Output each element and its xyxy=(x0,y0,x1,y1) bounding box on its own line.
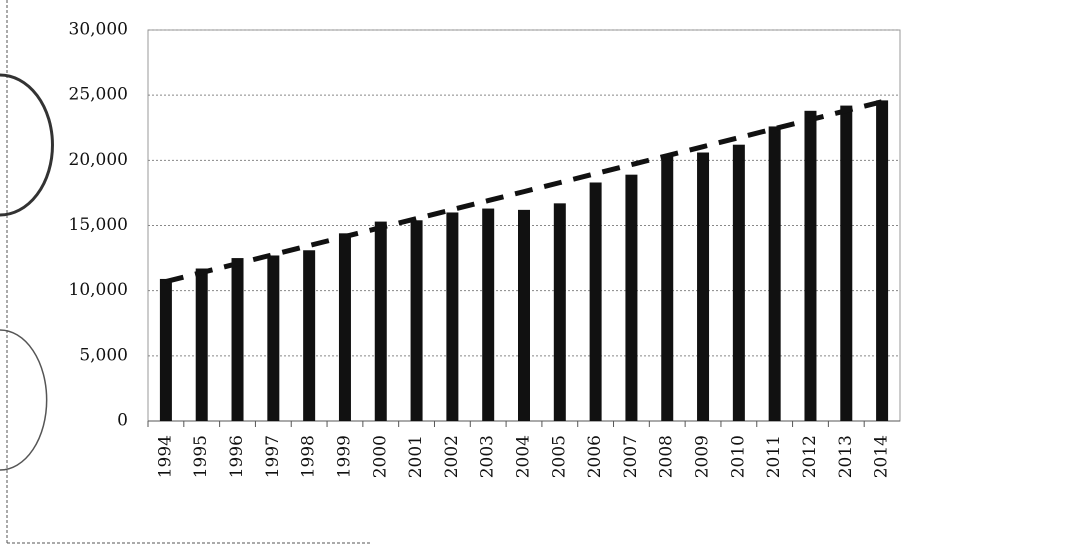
x-tick-label: 1996 xyxy=(227,435,247,478)
y-tick-label: 20,000 xyxy=(69,150,128,170)
bar xyxy=(553,203,566,421)
bar xyxy=(518,209,530,421)
stamp xyxy=(0,73,54,217)
bar xyxy=(697,152,710,421)
x-tick-label: 1997 xyxy=(263,435,283,478)
x-tick-label: 2000 xyxy=(370,435,390,478)
x-tick-label: 2006 xyxy=(585,435,605,478)
x-tick-label: 1994 xyxy=(155,435,175,478)
bar xyxy=(159,278,172,421)
x-tick-label: 2011 xyxy=(764,435,784,478)
bar xyxy=(732,144,745,421)
bar xyxy=(804,110,817,421)
x-tick-label: 1998 xyxy=(299,435,319,478)
x-tick-label: 2008 xyxy=(657,435,677,478)
x-tick-label: 2005 xyxy=(549,435,569,478)
y-tick-label: 5,000 xyxy=(79,345,128,365)
bar xyxy=(446,212,459,421)
x-tick-label: 1995 xyxy=(191,435,211,478)
x-tick-label: 2003 xyxy=(478,435,498,478)
x-tick-label: 2002 xyxy=(442,435,462,478)
bar xyxy=(768,126,781,422)
y-tick-label: 0 xyxy=(117,411,128,431)
x-tick-label: 2014 xyxy=(872,435,892,478)
y-tick-label: 30,000 xyxy=(69,20,128,40)
bar xyxy=(410,220,423,421)
x-tick-label: 2013 xyxy=(836,435,856,478)
bar xyxy=(303,250,316,421)
bar xyxy=(338,233,351,421)
bar xyxy=(876,100,889,421)
bar xyxy=(625,174,638,421)
y-tick-label: 15,000 xyxy=(69,215,128,235)
y-tick-label: 10,000 xyxy=(69,280,128,300)
bar xyxy=(482,208,495,421)
bar xyxy=(840,105,853,422)
bar xyxy=(231,258,244,421)
bar xyxy=(589,182,602,421)
y-tick-label: 25,000 xyxy=(69,85,128,105)
x-tick-label: 2012 xyxy=(800,435,820,478)
bar xyxy=(195,268,208,421)
x-tick-label: 2010 xyxy=(728,435,748,478)
x-tick-label: 2004 xyxy=(514,435,534,478)
x-tick-label: 1999 xyxy=(334,435,354,478)
x-tick-label: 2001 xyxy=(406,435,426,478)
trend-line xyxy=(165,99,883,284)
stamp xyxy=(0,329,48,471)
bar xyxy=(267,255,280,421)
bar xyxy=(661,156,674,421)
x-tick-label: 2009 xyxy=(693,435,713,478)
x-tick-label: 2007 xyxy=(621,435,641,478)
bar xyxy=(374,221,387,421)
